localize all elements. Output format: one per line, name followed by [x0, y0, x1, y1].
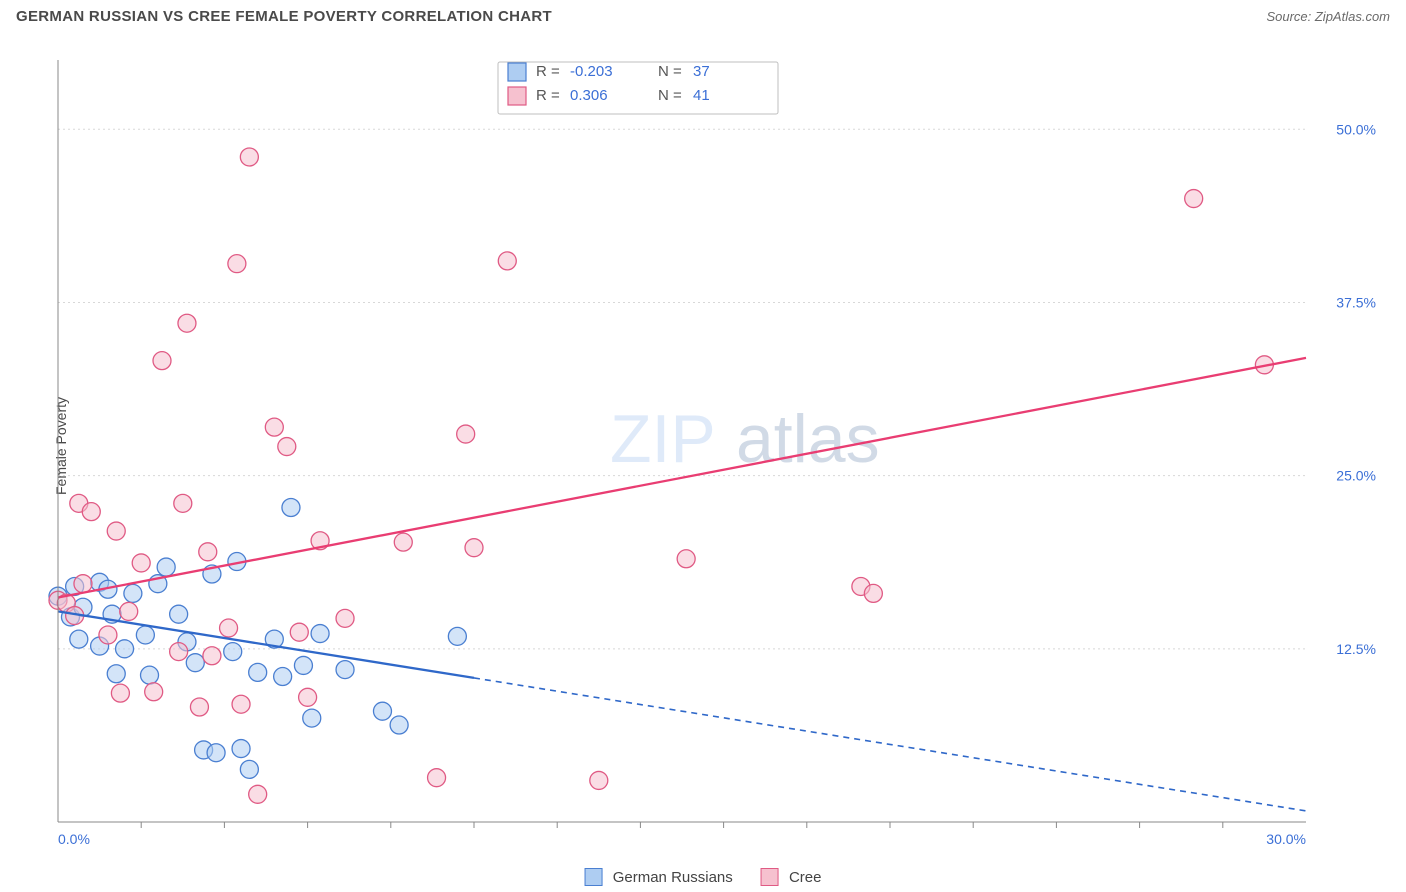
legend-label: German Russians [613, 869, 733, 886]
scatter-chart: 12.5% 25.0% 37.5% 50.0% ZIP atlas 0.0% 30.0% R =… [48, 40, 1386, 852]
svg-text:N =: N = [658, 63, 682, 80]
chart-area: 12.5% 25.0% 37.5% 50.0% ZIP atlas 0.0% 30.0% R =… [48, 40, 1386, 852]
svg-text:37.5%: 37.5% [1336, 294, 1376, 310]
bottom-legend: German Russians Cree [585, 868, 822, 886]
svg-text:37: 37 [693, 63, 710, 80]
chart-title: GERMAN RUSSIAN VS CREE FEMALE POVERTY CO… [16, 8, 552, 25]
svg-text:50.0%: 50.0% [1336, 121, 1376, 137]
svg-text:R =: R = [536, 87, 560, 104]
legend-swatch-icon [761, 868, 779, 886]
svg-text:-0.203: -0.203 [570, 63, 613, 80]
svg-text:41: 41 [693, 87, 710, 104]
legend-swatch-icon [585, 868, 603, 886]
svg-text:30.0%: 30.0% [1266, 831, 1306, 847]
svg-text:0.306: 0.306 [570, 87, 608, 104]
legend-item-german-russians: German Russians [585, 868, 733, 886]
svg-text:R =: R = [536, 63, 560, 80]
legend-label: Cree [789, 869, 822, 886]
legend-item-cree: Cree [761, 868, 822, 886]
svg-text:25.0%: 25.0% [1336, 468, 1376, 484]
svg-text:12.5%: 12.5% [1336, 641, 1376, 657]
source-label: Source: ZipAtlas.com [1266, 9, 1390, 24]
svg-text:0.0%: 0.0% [58, 831, 90, 847]
svg-text:N =: N = [658, 87, 682, 104]
svg-text:ZIP: ZIP [610, 401, 716, 477]
svg-text:atlas: atlas [736, 401, 880, 477]
